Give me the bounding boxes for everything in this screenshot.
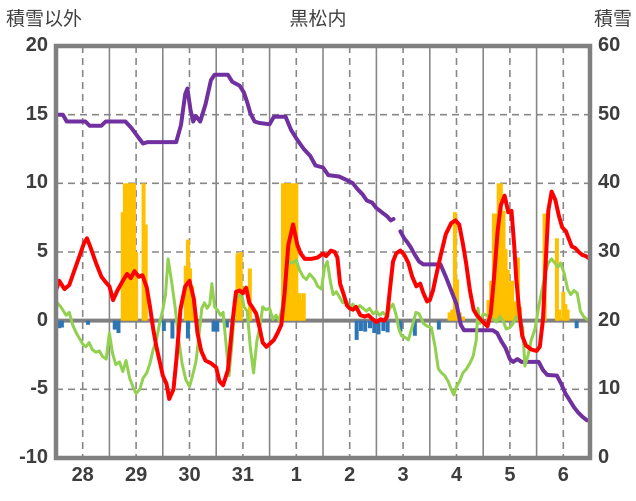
orange-bar [297,293,302,321]
blue-bar [436,320,441,330]
x-tick-label: 31 [231,464,255,486]
orange-bar [280,183,285,321]
y-right-tick-label: 0 [598,446,610,468]
blue-bar [86,320,91,325]
orange-bar [557,309,562,321]
y-right-tick-label: 30 [598,240,621,262]
blue-bar [215,320,220,332]
orange-bar [127,183,132,321]
orange-bar [122,183,127,321]
green-line [54,257,592,397]
x-tick-label: 1 [290,464,302,486]
y-right-tick-label: 50 [598,102,621,125]
orange-bar [565,309,570,321]
blue-bar [170,320,175,339]
orange-bar [188,268,193,321]
blue-bar [385,320,390,333]
blue-bar [367,320,372,329]
y-right-tick-label: 20 [598,308,621,331]
orange-bar [486,300,491,321]
blue-bar [224,320,229,328]
red-line [54,189,592,401]
orange-bar [505,269,510,321]
blue-bar [412,320,417,336]
orange-bar [143,224,148,321]
orange-bar [292,183,297,321]
chart-title: 黒松内 [289,9,347,30]
orange-bar [299,300,304,321]
orange-bar [563,304,568,321]
blue-bar [363,320,368,332]
y-left-tick-label: -10 [19,446,48,468]
purple-line-snow-depth [398,229,592,423]
orange-bar [131,183,136,321]
orange-bar [129,183,134,321]
blue-bar [358,320,363,331]
y-right-tick-label: 10 [598,377,621,400]
y-left-tick-label: -5 [30,377,48,400]
orange-bar [247,268,252,321]
blue-bar [112,320,117,330]
orange-bar [503,249,508,321]
orange-bar [190,286,195,321]
orange-bar [294,183,299,321]
left-axis-title: 積雪以外 [6,9,83,30]
orange-bar [120,212,125,321]
orange-bar [561,291,566,321]
blue-bar [116,320,121,334]
blue-bar [376,320,381,335]
x-tick-label: 30 [178,464,201,486]
x-tick-label: 4 [450,464,463,486]
y-right-tick-label: 60 [598,34,621,56]
orange-bar [554,238,559,321]
y-right-tick-label: 40 [598,171,621,194]
y-left-tick-label: 10 [25,171,48,194]
plot-border [53,43,593,461]
y-left-tick-label: 20 [25,34,48,56]
orange-bar [450,309,455,321]
orange-bar [496,183,501,321]
orange-bar [510,280,515,321]
orange-bar [125,183,130,321]
blue-bar [354,320,359,340]
orange-bar [235,253,240,321]
x-tick-label: 3 [397,464,409,486]
right-axis-title: 積雪 [593,9,632,30]
blue-bar [574,320,579,329]
blue-bar [161,320,166,331]
x-tick-label: 5 [504,464,516,486]
orange-bar [238,252,243,321]
blue-bar [381,320,386,331]
orange-bar [501,210,506,321]
orange-bar [290,183,295,321]
orange-bar [460,316,465,321]
orange-bar [512,301,517,321]
y-left-tick-label: 5 [36,240,48,262]
blue-bar [185,320,190,339]
orange-bar [498,183,503,321]
blue-bar [398,320,403,332]
blue-bar [372,320,377,334]
x-tick-label: 28 [71,464,94,486]
y-left-tick-label: 15 [25,102,48,125]
orange-bar [452,212,457,321]
purple-line-snow-depth [54,72,396,223]
blue-bar [211,320,216,332]
orange-bar [447,312,452,321]
x-tick-label: 29 [124,464,148,486]
x-tick-label: 2 [344,464,356,486]
blue-bar [57,320,62,329]
orange-bar [141,183,146,321]
x-tick-label: 6 [557,464,569,486]
y-left-tick-label: 0 [36,308,48,331]
blue-bar [59,320,64,328]
orange-bar [134,252,139,321]
orange-bar [283,183,288,321]
orange-bar [507,282,512,321]
orange-bar [301,293,306,321]
